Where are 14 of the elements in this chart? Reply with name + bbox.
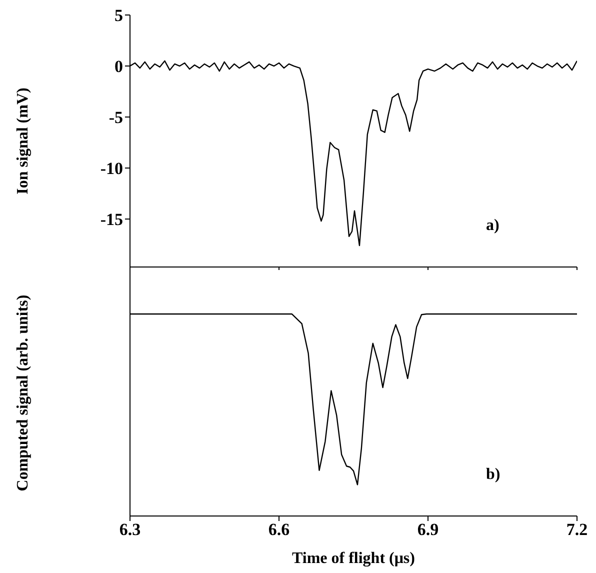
annotation: a)	[486, 217, 500, 235]
y-tick-label: -10	[100, 159, 123, 178]
x-tick-label: 7.2	[566, 520, 588, 540]
y-tick-label: -5	[108, 108, 123, 128]
y-tick-label: -15	[100, 210, 123, 230]
x-tick-label: 6.3	[119, 520, 141, 540]
y-tick-label: 5	[114, 6, 123, 26]
annotation: b)	[486, 466, 500, 484]
y-axis-title: Ion signal (mV)	[14, 88, 32, 194]
y-tick-label: 0	[114, 57, 123, 76]
y-axis-title: Computed signal (arb. units)	[14, 294, 32, 492]
x-tick-label: 6.6	[268, 520, 290, 540]
x-axis-title: Time of flight (μs)	[292, 550, 415, 567]
x-tick-label: 6.9	[417, 520, 439, 540]
